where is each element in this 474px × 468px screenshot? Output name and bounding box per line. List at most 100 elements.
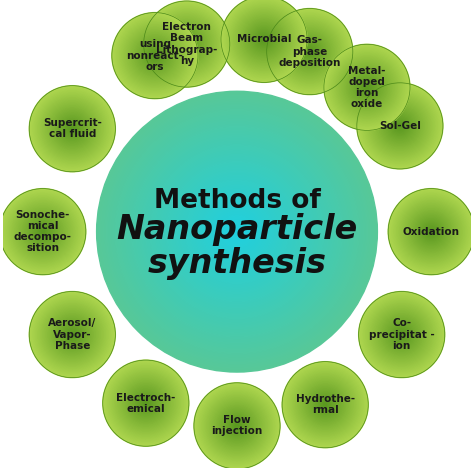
Circle shape: [383, 110, 416, 142]
Circle shape: [309, 388, 342, 421]
Circle shape: [203, 392, 271, 460]
Circle shape: [318, 397, 332, 412]
Circle shape: [24, 213, 62, 250]
Circle shape: [229, 5, 299, 74]
Circle shape: [44, 101, 100, 157]
Circle shape: [377, 310, 426, 359]
Circle shape: [291, 33, 328, 70]
Circle shape: [364, 90, 436, 162]
Circle shape: [206, 395, 268, 457]
Circle shape: [361, 81, 373, 93]
Circle shape: [156, 13, 218, 75]
Circle shape: [244, 19, 284, 59]
Circle shape: [59, 322, 85, 348]
Circle shape: [226, 415, 248, 437]
Circle shape: [120, 115, 354, 348]
Circle shape: [394, 120, 406, 132]
Circle shape: [125, 25, 185, 86]
Circle shape: [49, 106, 95, 152]
Circle shape: [392, 193, 470, 271]
Circle shape: [346, 66, 389, 109]
Circle shape: [127, 385, 164, 422]
Circle shape: [31, 88, 113, 169]
Circle shape: [285, 27, 335, 77]
Circle shape: [39, 228, 46, 235]
Circle shape: [129, 30, 181, 81]
Circle shape: [359, 85, 441, 167]
Circle shape: [37, 94, 108, 164]
Circle shape: [111, 369, 180, 438]
Circle shape: [126, 383, 166, 423]
Circle shape: [215, 209, 259, 254]
Circle shape: [292, 371, 359, 439]
Circle shape: [268, 10, 351, 93]
Circle shape: [153, 147, 321, 316]
Circle shape: [325, 46, 409, 129]
Circle shape: [139, 133, 335, 330]
Circle shape: [109, 366, 183, 440]
Circle shape: [388, 114, 412, 138]
Circle shape: [324, 403, 327, 406]
Circle shape: [233, 227, 241, 236]
Circle shape: [36, 299, 108, 371]
Circle shape: [173, 167, 301, 296]
Circle shape: [365, 91, 434, 161]
Circle shape: [22, 211, 64, 252]
Circle shape: [385, 111, 414, 140]
Circle shape: [230, 225, 244, 239]
Circle shape: [226, 1, 302, 77]
Circle shape: [336, 56, 399, 119]
Circle shape: [378, 103, 422, 148]
Circle shape: [392, 192, 471, 271]
Circle shape: [141, 398, 151, 408]
Circle shape: [354, 74, 380, 100]
Circle shape: [384, 110, 416, 142]
Circle shape: [229, 4, 299, 74]
Circle shape: [384, 317, 419, 352]
Circle shape: [172, 29, 202, 59]
Circle shape: [10, 198, 76, 265]
Circle shape: [58, 320, 87, 349]
Circle shape: [383, 109, 417, 143]
Text: Nanoparticle: Nanoparticle: [117, 213, 357, 246]
Circle shape: [286, 366, 364, 444]
Text: Gas-
phase
deposition: Gas- phase deposition: [279, 36, 341, 68]
Circle shape: [155, 13, 219, 76]
Circle shape: [325, 45, 409, 130]
Circle shape: [368, 94, 432, 158]
Circle shape: [410, 210, 453, 253]
Circle shape: [222, 0, 306, 81]
Circle shape: [242, 17, 286, 62]
Circle shape: [167, 161, 307, 302]
Circle shape: [257, 32, 271, 46]
Circle shape: [13, 202, 73, 262]
Circle shape: [132, 389, 159, 417]
Circle shape: [260, 35, 268, 44]
Circle shape: [27, 217, 58, 247]
Circle shape: [180, 37, 194, 51]
Circle shape: [293, 35, 326, 68]
Circle shape: [224, 219, 250, 244]
Circle shape: [234, 9, 294, 69]
Circle shape: [371, 304, 433, 366]
Circle shape: [120, 21, 190, 91]
Circle shape: [230, 6, 298, 73]
Circle shape: [290, 370, 360, 440]
Circle shape: [301, 381, 349, 428]
Circle shape: [221, 410, 253, 442]
Circle shape: [428, 229, 434, 234]
Circle shape: [69, 125, 76, 132]
Circle shape: [5, 194, 81, 270]
Circle shape: [34, 91, 110, 167]
Circle shape: [234, 423, 240, 429]
Circle shape: [130, 31, 179, 80]
Circle shape: [179, 36, 195, 52]
Circle shape: [333, 54, 401, 121]
Circle shape: [33, 89, 112, 168]
Circle shape: [378, 311, 425, 358]
Circle shape: [112, 13, 198, 99]
Circle shape: [142, 400, 149, 407]
Circle shape: [380, 312, 424, 357]
Circle shape: [392, 324, 412, 344]
Circle shape: [359, 292, 444, 377]
